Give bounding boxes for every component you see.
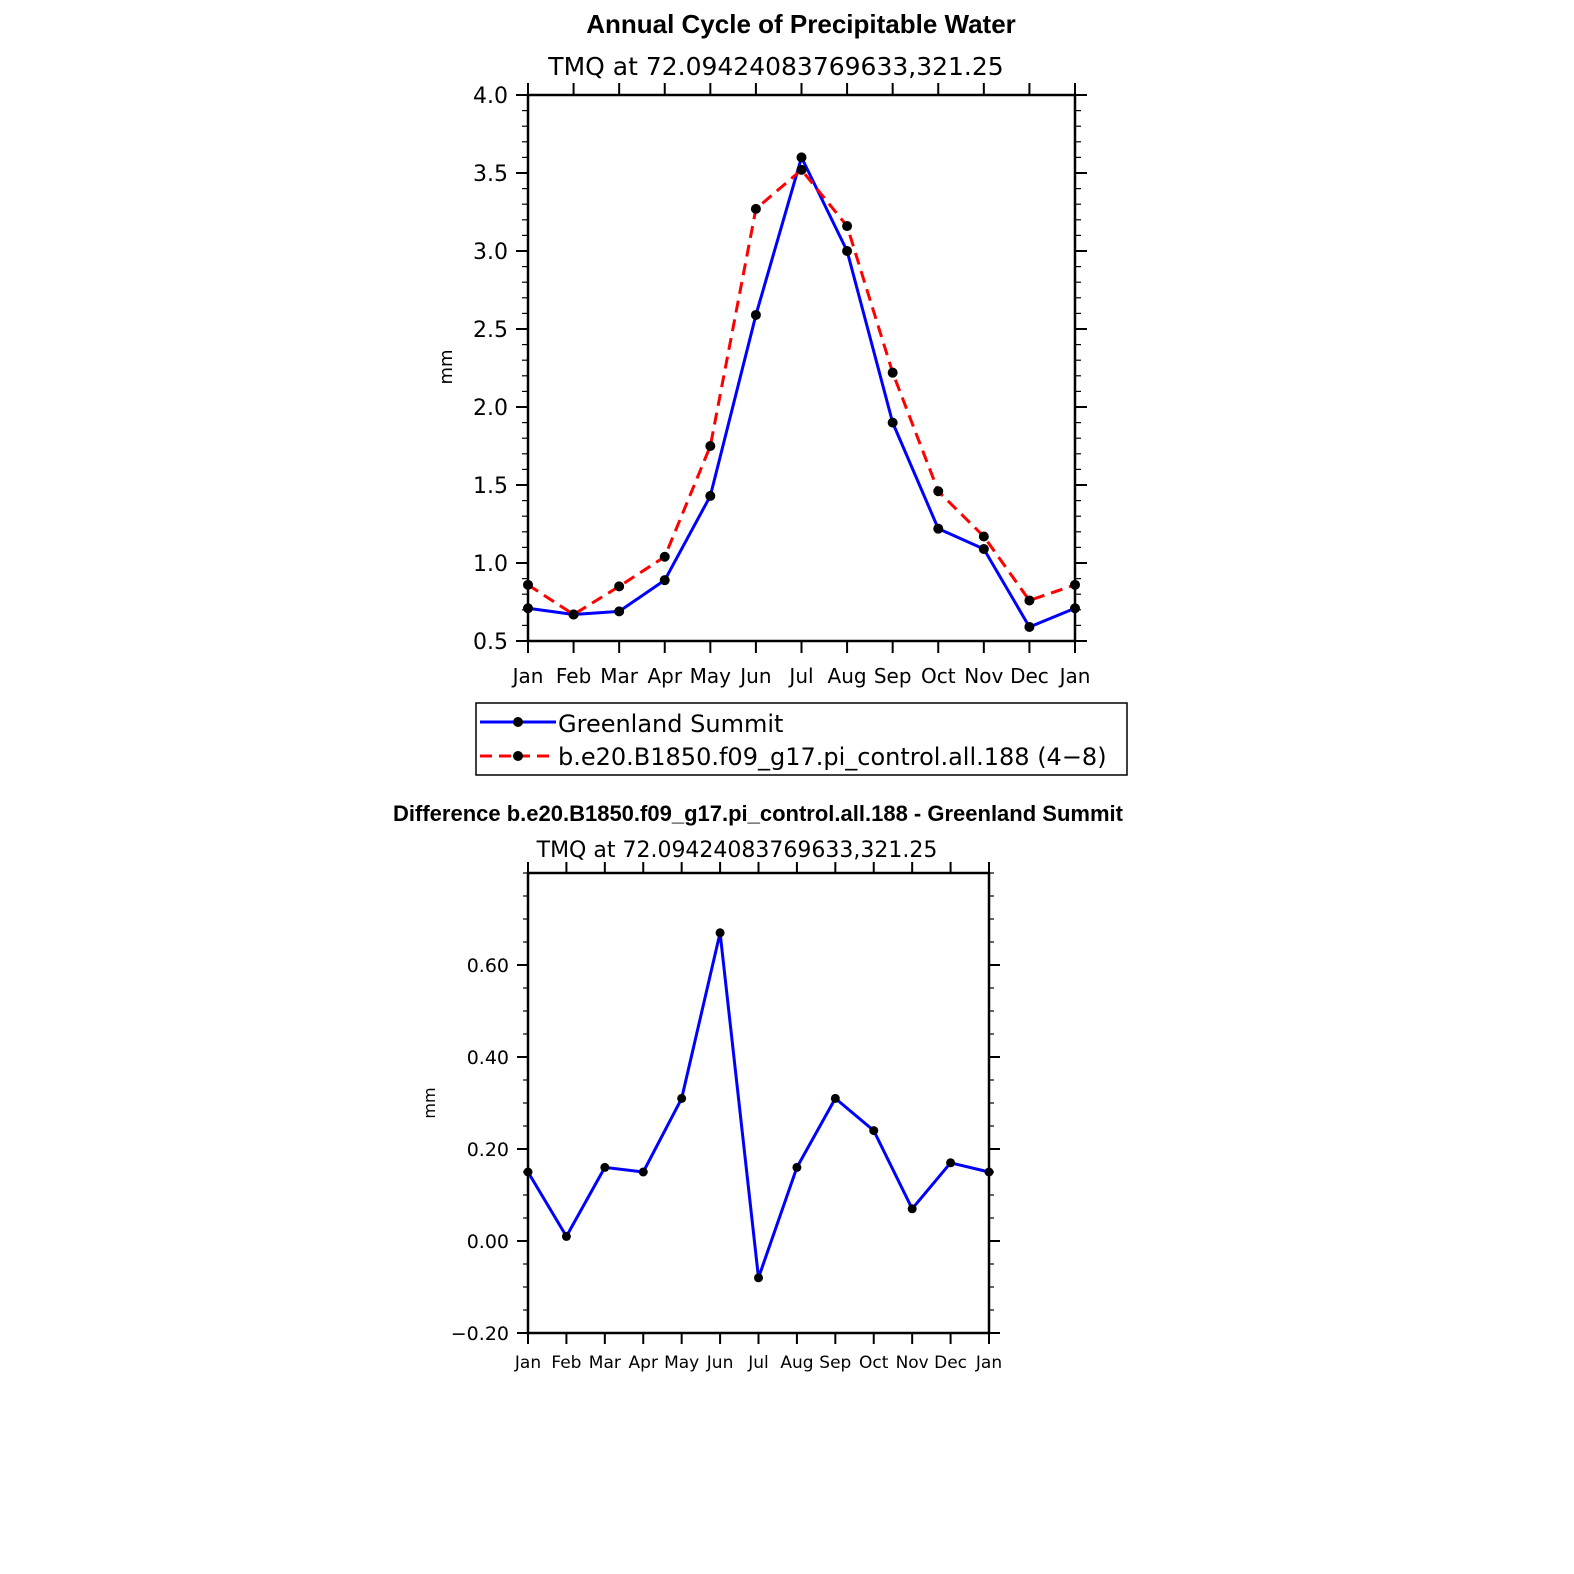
x-tick-label: May [664, 1353, 699, 1373]
series-2-point [1070, 579, 1080, 590]
series-1-point [842, 246, 853, 256]
legend-label-series-1: Greenland Summit [558, 710, 783, 738]
series-1-point [677, 1093, 687, 1103]
series-2-point [796, 164, 807, 175]
chart2-subtitle: TMQ at 72.09424083769633,321.25 [536, 838, 938, 863]
series-1-point [946, 1158, 956, 1168]
x-tick-label: Mar [600, 664, 639, 688]
series-1-point [523, 1167, 533, 1177]
series-1-point [796, 152, 807, 163]
series-1-point [792, 1162, 802, 1172]
series-1-point [869, 1126, 879, 1136]
chart2-ylabel: mm [420, 1087, 439, 1118]
legend-box [475, 702, 1128, 776]
series-2-point [887, 367, 898, 378]
chart1-axes: Jan Feb Mar Apr May Jun Jul Aug Sep Oct Nov Dec Jan0… [473, 83, 1090, 688]
x-tick-label: Mar [589, 1353, 621, 1373]
series-2-point [614, 581, 625, 592]
series-1-point [614, 606, 625, 617]
legend-label-series-2: b.e20.B1850.f09_g17.pi_control.all.188 (… [558, 743, 1107, 771]
series-1-point [907, 1204, 917, 1214]
series-1-point [887, 417, 898, 428]
x-tick-label: Sep [874, 664, 912, 688]
series-line-2 [527, 168, 1076, 616]
series-1-point [933, 523, 944, 534]
y-tick-label: 1.0 [473, 552, 508, 577]
series-1-point [523, 603, 533, 614]
x-tick-label: Oct [859, 1353, 889, 1373]
series-2-point [659, 551, 670, 562]
x-tick-label: Jan [514, 1353, 541, 1373]
y-tick-label: 1.5 [473, 474, 508, 499]
x-tick-label: Aug [780, 1353, 813, 1373]
y-tick-label: 2.0 [473, 396, 508, 421]
chart1-ylabel: mm [436, 349, 457, 384]
series-1-point [705, 490, 716, 501]
x-tick-label: Jun [706, 1353, 734, 1373]
series-1-point [659, 575, 670, 586]
x-tick-label: Apr [647, 664, 682, 688]
y-tick-label: 3.0 [473, 240, 508, 265]
x-tick-label: Aug [828, 664, 867, 688]
series-1-point [561, 1231, 571, 1241]
y-tick-label: 0.40 [467, 1047, 509, 1069]
series-2-point [1024, 595, 1035, 606]
series-1-point [750, 309, 761, 320]
x-tick-label: Jun [738, 664, 771, 688]
y-tick-label: 0.60 [467, 955, 509, 977]
x-tick-label: Jan [1058, 664, 1091, 688]
x-tick-label: Dec [934, 1353, 967, 1373]
series-2-point [842, 221, 853, 232]
series-1-point [600, 1162, 610, 1172]
series-1-point [830, 1093, 840, 1103]
y-tick-label: 2.5 [473, 318, 508, 343]
x-tick-label: Dec [1010, 664, 1049, 688]
x-tick-label: Oct [921, 664, 956, 688]
y-tick-label: 0.00 [467, 1231, 509, 1253]
series-2-point [705, 441, 716, 451]
chart2-axes: Jan Feb Mar Apr May Jun Jul Aug Sep Oct Nov Dec Jan−… [451, 862, 1002, 1373]
chart2-title: Difference b.e20.B1850.f09_g17.pi_contro… [393, 801, 1124, 826]
series-2-point [568, 609, 579, 620]
series-line-1 [526, 931, 990, 1280]
series-2-point [978, 531, 989, 542]
series-1-point [754, 1273, 763, 1283]
x-tick-label: Jul [787, 664, 813, 688]
series-1-point [1070, 603, 1080, 614]
x-tick-label: Jan [511, 664, 544, 688]
chart1-legend: Greenland Summit b.e20.B1850.f09_g17.pi_… [475, 702, 1128, 776]
series-line-1 [527, 155, 1076, 629]
plot-frame [526, 871, 991, 1335]
x-tick-label: Nov [896, 1353, 929, 1373]
chart1-title: Annual Cycle of Precipitable Water [586, 9, 1016, 39]
y-tick-label: −0.20 [451, 1323, 509, 1345]
series-1-point [715, 928, 725, 938]
y-tick-label: 0.5 [473, 630, 508, 655]
x-tick-label: Feb [556, 664, 591, 688]
series-2-point [523, 579, 533, 590]
legend-marker-series-1 [513, 717, 523, 727]
chart2-plot-area [523, 928, 994, 1283]
series-1-point [1024, 621, 1035, 632]
x-tick-label: Apr [629, 1353, 658, 1373]
x-tick-label: Jan [975, 1353, 1002, 1373]
series-1-point [978, 543, 989, 554]
x-tick-label: Sep [819, 1353, 851, 1373]
chart1-plot-area [523, 152, 1080, 632]
x-tick-label: Feb [551, 1353, 581, 1373]
series-1-point [984, 1167, 994, 1177]
y-tick-label: 3.5 [473, 162, 508, 187]
series-1-point [638, 1167, 648, 1177]
series-2-point [750, 203, 761, 214]
legend-marker-series-2 [513, 751, 523, 761]
x-tick-label: Nov [964, 664, 1003, 688]
series-2-point [933, 486, 944, 497]
y-tick-label: 0.20 [467, 1139, 509, 1161]
x-tick-label: May [690, 664, 732, 688]
x-tick-label: Jul [747, 1353, 769, 1373]
chart1-subtitle: TMQ at 72.09424083769633,321.25 [547, 52, 1003, 81]
plot-frame [526, 93, 1077, 643]
y-tick-label: 4.0 [473, 84, 508, 109]
